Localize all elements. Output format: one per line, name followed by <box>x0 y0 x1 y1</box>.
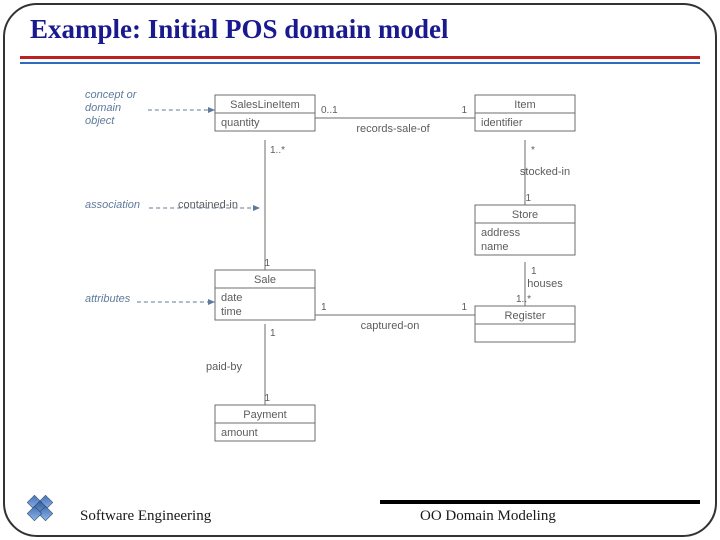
multiplicity: 1 <box>525 193 531 204</box>
annotation-label: object <box>85 115 115 127</box>
multiplicity: 1 <box>321 302 327 313</box>
class-name: Store <box>512 209 538 221</box>
uml-svg: SalesLineItem quantity Item identifier Store… <box>40 80 680 480</box>
class-name: Payment <box>243 409 286 421</box>
multiplicity: 1 <box>461 105 467 116</box>
multiplicity: 1 <box>264 258 270 269</box>
class-attr: time <box>221 306 242 318</box>
class-name: Register <box>505 310 546 322</box>
assoc-label: records-sale-of <box>356 123 430 135</box>
assoc-label: paid-by <box>206 361 243 373</box>
horizontal-rule-primary <box>20 56 700 59</box>
multiplicity: 1 <box>531 266 537 277</box>
horizontal-rule-secondary <box>20 62 700 64</box>
class-attr: name <box>481 241 509 253</box>
multiplicity: 1 <box>461 302 467 313</box>
class-attr: quantity <box>221 117 260 129</box>
assoc-label: captured-on <box>361 320 420 332</box>
class-attr: amount <box>221 427 258 439</box>
class-attr: identifier <box>481 117 523 129</box>
slide-title: Example: Initial POS domain model <box>30 14 449 45</box>
class-name: SalesLineItem <box>230 99 300 111</box>
multiplicity: 1 <box>270 328 276 339</box>
class-name: Sale <box>254 274 276 286</box>
annotation-label: concept or <box>85 89 138 101</box>
footer-rule <box>380 500 700 504</box>
footer-right: OO Domain Modeling <box>420 508 556 525</box>
class-attr: address <box>481 227 521 239</box>
class-name: Item <box>514 99 535 111</box>
multiplicity: 1..* <box>516 294 531 305</box>
assoc-label: houses <box>527 278 563 290</box>
footer-left: Software Engineering <box>80 508 211 525</box>
class-attr: date <box>221 292 242 304</box>
assoc-label: stocked-in <box>520 166 570 178</box>
annotation-label: attributes <box>85 293 131 305</box>
annotation-label: domain <box>85 102 121 114</box>
logo-icon <box>21 489 58 526</box>
annotation-label: association <box>85 199 140 211</box>
multiplicity: * <box>531 145 535 156</box>
assoc-label: contained-in <box>178 199 238 211</box>
multiplicity: 1 <box>264 393 270 404</box>
multiplicity: 0..1 <box>321 105 338 116</box>
multiplicity: 1..* <box>270 145 285 156</box>
uml-diagram: SalesLineItem quantity Item identifier Store… <box>40 80 680 480</box>
